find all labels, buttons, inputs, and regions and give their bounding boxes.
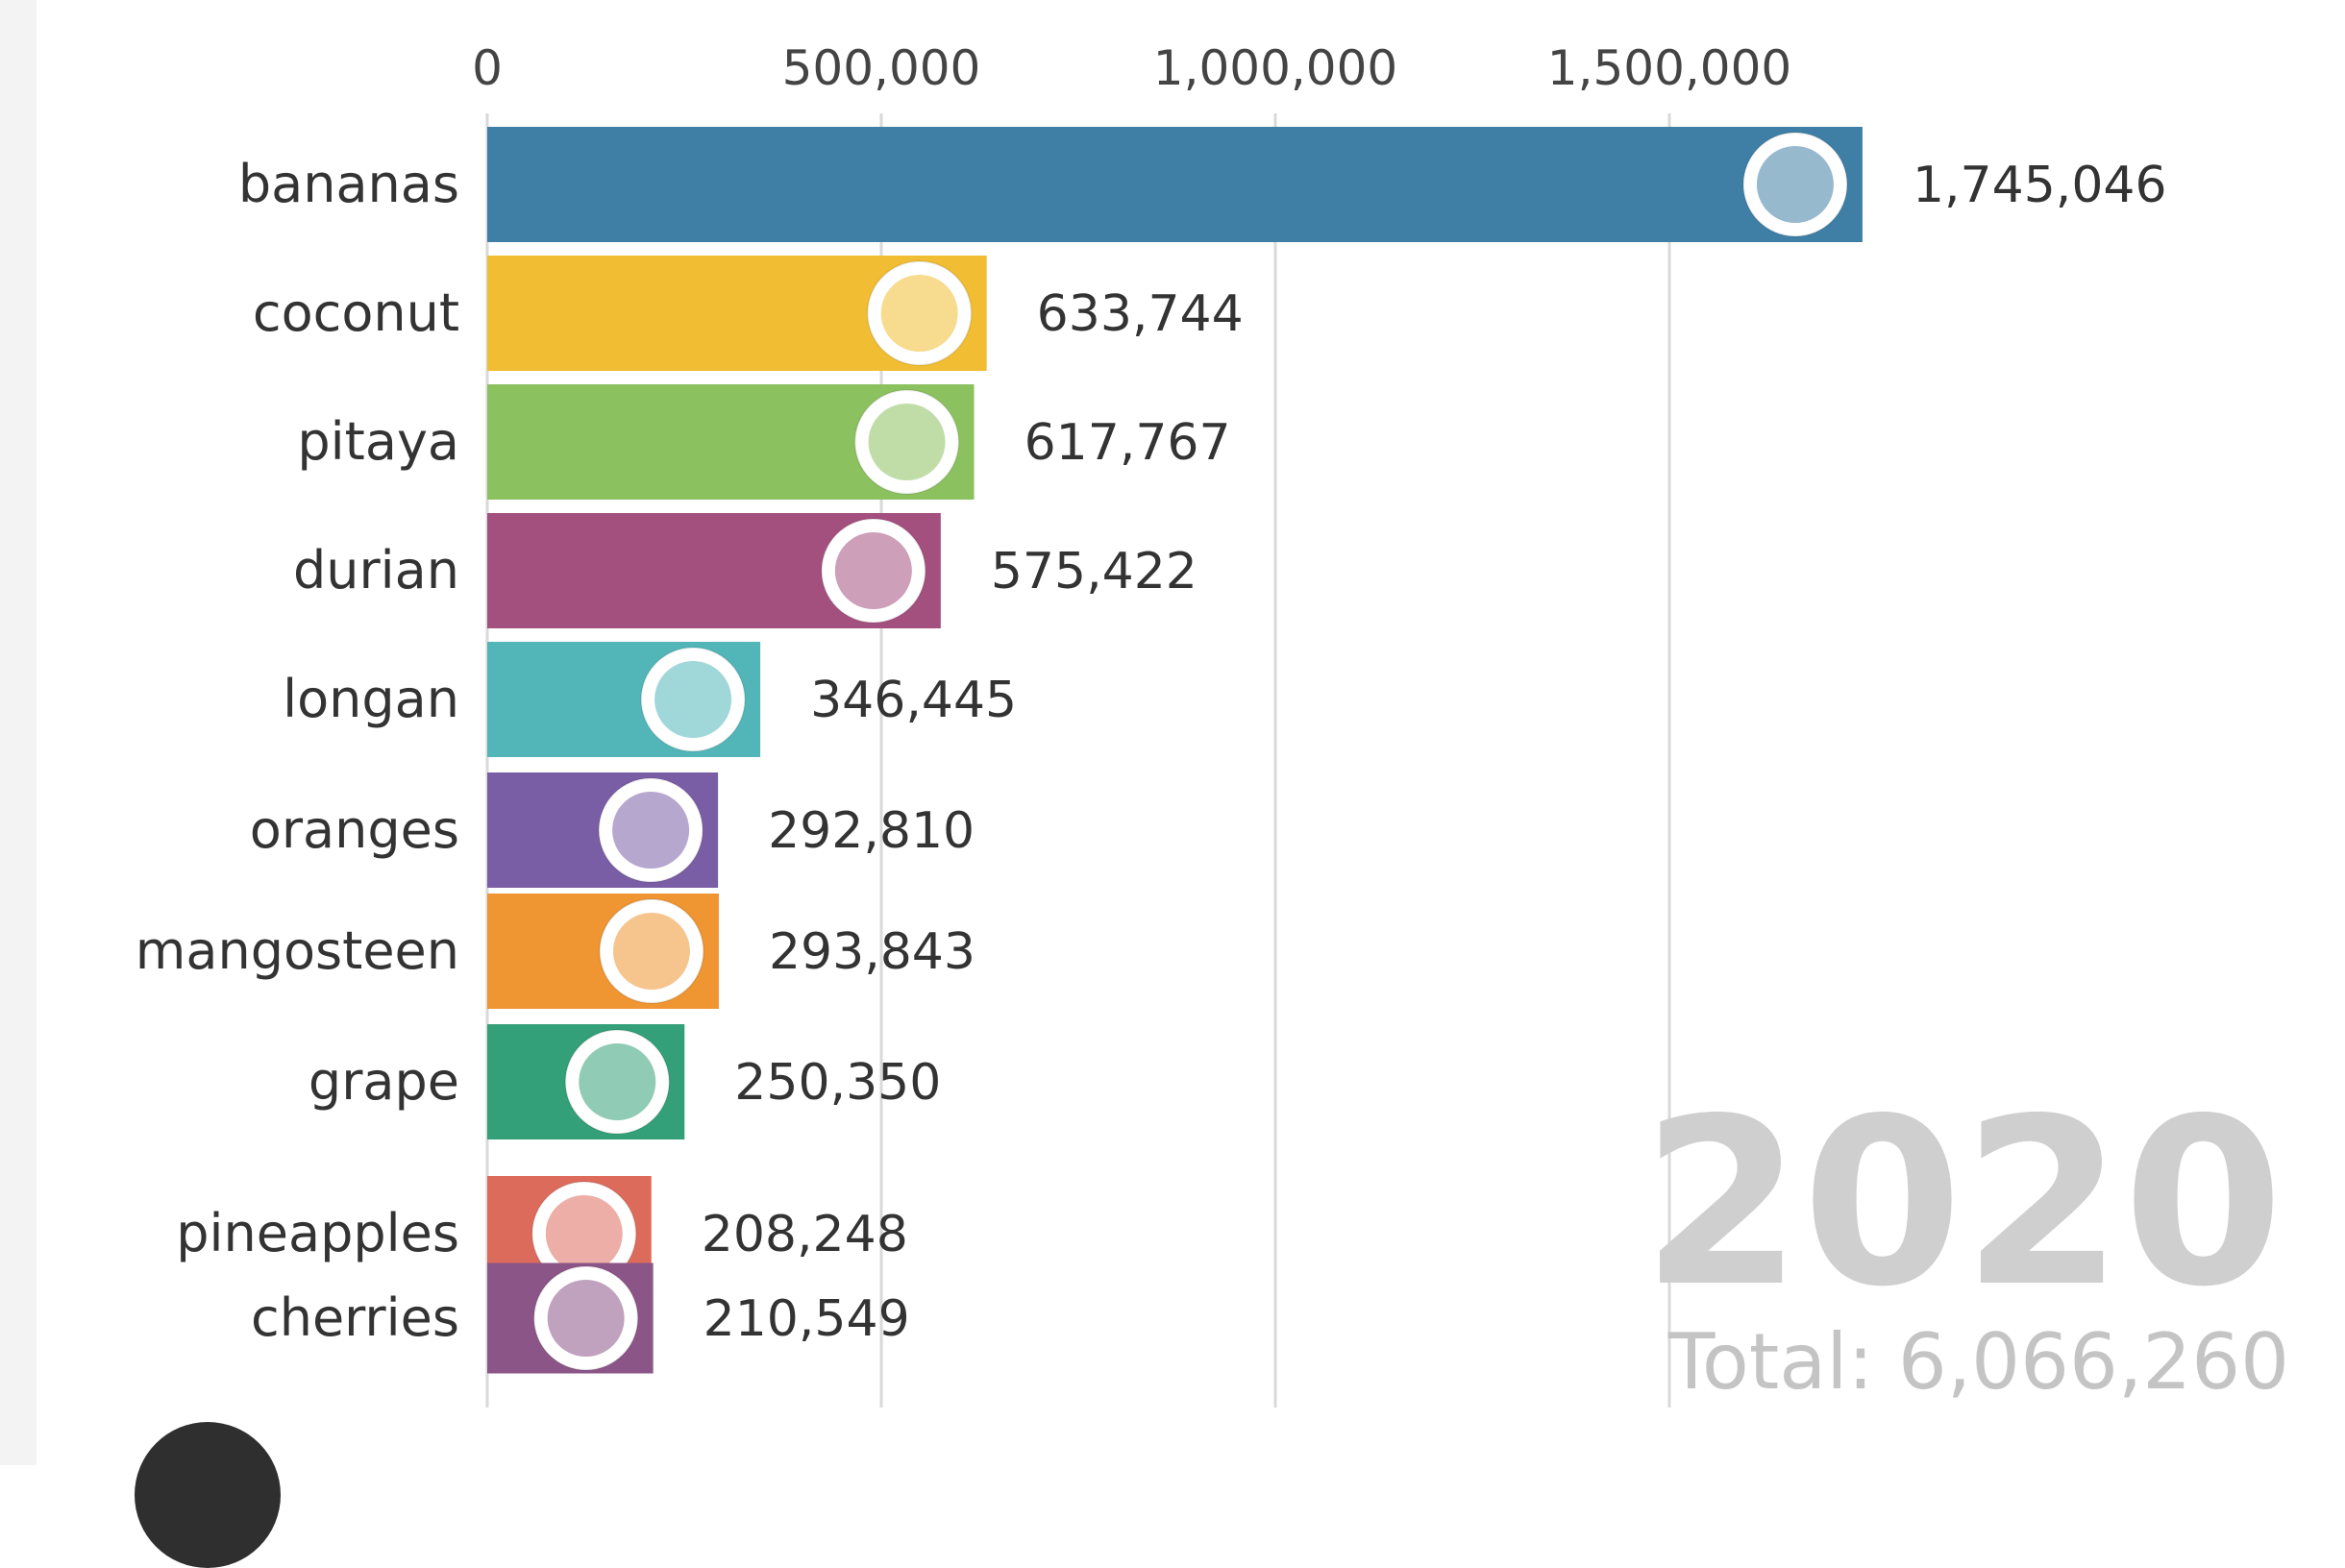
orange-icon (598, 777, 704, 883)
category-label: grape (309, 1051, 459, 1112)
category-label: cherries (251, 1287, 459, 1348)
value-label: 293,843 (769, 923, 975, 981)
x-axis-ticks: 0 500,000 1,000,000 1,500,000 (472, 40, 1791, 96)
durian-icon (820, 518, 926, 624)
longan-icon (640, 647, 747, 752)
value-label: 617,767 (1024, 414, 1231, 472)
value-label: 208,248 (702, 1206, 908, 1263)
value-label: 346,445 (810, 672, 1017, 729)
pineapple-icon (531, 1181, 637, 1286)
category-label: pitaya (297, 411, 459, 472)
x-tick-label: 0 (472, 40, 503, 96)
value-label: 292,810 (768, 802, 975, 860)
category-label: mangosteen (136, 920, 459, 981)
value-label: 633,744 (1037, 285, 1244, 343)
x-tick-label: 1,000,000 (1153, 40, 1397, 96)
bar-group-grape: grape 250,350 (309, 1024, 941, 1139)
bar-group-longan: longan 346,445 (283, 642, 1017, 757)
bars: bananas 1,745,046 coconut 633,744 pitaya 617,… (136, 127, 2167, 1374)
bar-bananas (487, 127, 1863, 242)
coconut-icon (866, 260, 973, 366)
banana-icon (1741, 132, 1848, 237)
category-label: pineapples (176, 1203, 459, 1263)
category-label: bananas (238, 154, 459, 214)
bar-chart-race: 0 500,000 1,000,000 1,500,000 bananas 1,745,… (136, 40, 2289, 1408)
pitaya-icon (853, 389, 960, 495)
x-tick-label: 500,000 (782, 40, 981, 96)
x-tick-label: 1,500,000 (1547, 40, 1791, 96)
year-label: 2020 (1642, 1068, 2283, 1337)
bar-group-pitaya: pitaya 617,767 (297, 384, 1231, 500)
value-label: 1,745,046 (1913, 157, 2167, 214)
bar-group-durian: durian 575,422 (293, 513, 1197, 628)
value-label: 210,549 (704, 1290, 910, 1348)
category-label: durian (293, 540, 459, 600)
video-frame-edge (0, 0, 37, 1465)
mangosteen-icon (598, 898, 704, 1004)
bar-group-coconut: coconut 633,744 (253, 256, 1244, 371)
year-annotation: 2020 Total: 6,066,260 (1642, 1068, 2289, 1407)
category-label: coconut (253, 282, 459, 343)
bar-group-mangosteen: mangosteen 293,843 (136, 894, 975, 1009)
play-button[interactable] (135, 1422, 281, 1568)
grape-icon (564, 1029, 671, 1135)
category-label: longan (283, 669, 459, 729)
value-label: 250,350 (734, 1054, 941, 1112)
total-label: Total: 6,066,260 (1667, 1317, 2289, 1407)
category-label: oranges (250, 799, 459, 860)
bar-group-oranges: oranges 292,810 (250, 772, 975, 888)
bar-group-bananas: bananas 1,745,046 (238, 127, 2167, 242)
bar-group-cherries: cherries 210,549 (251, 1262, 910, 1374)
cherry-icon (532, 1265, 639, 1371)
value-label: 575,422 (991, 543, 1197, 600)
